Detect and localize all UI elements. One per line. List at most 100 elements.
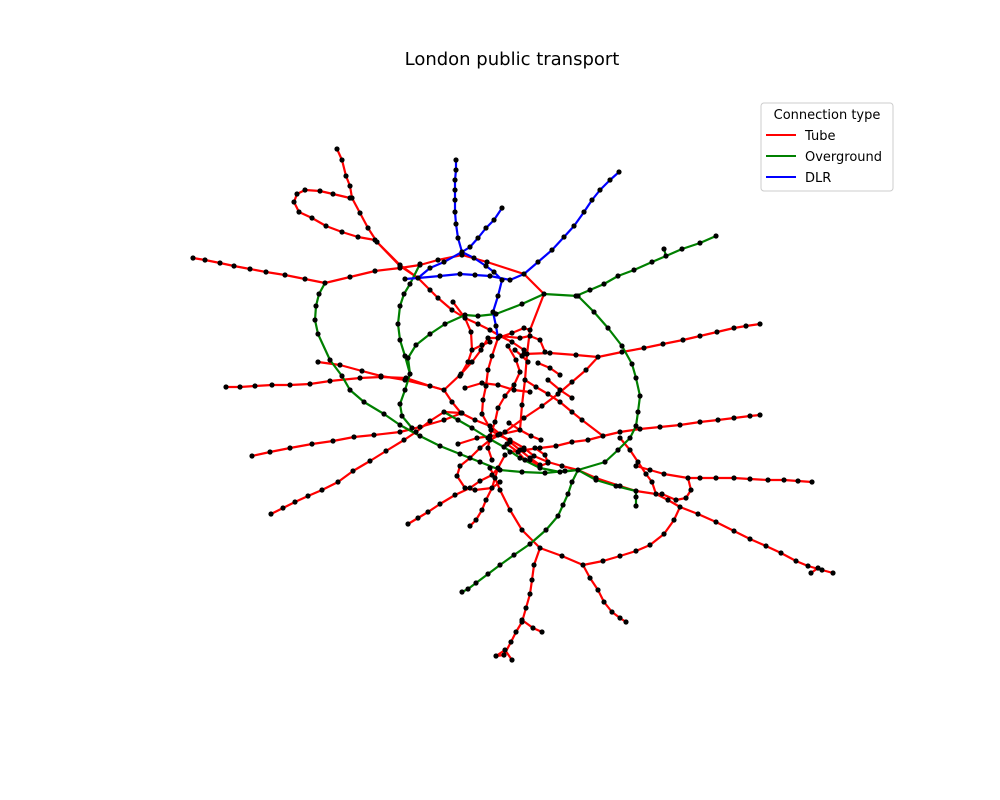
station-node	[545, 391, 551, 397]
station-node	[313, 303, 319, 309]
station-node	[633, 423, 639, 429]
station-node	[485, 335, 491, 341]
station-node	[399, 413, 405, 419]
station-node	[541, 291, 547, 297]
station-node	[485, 571, 491, 577]
station-node	[477, 478, 483, 484]
station-node	[495, 405, 501, 411]
station-node	[397, 303, 403, 309]
station-node	[507, 277, 513, 283]
overground-connection-36	[313, 281, 642, 475]
station-node	[631, 267, 637, 273]
station-node	[553, 443, 559, 449]
station-node	[593, 477, 599, 483]
station-node	[501, 652, 507, 658]
station-node	[294, 191, 300, 197]
station-node	[506, 420, 512, 426]
station-node	[569, 379, 575, 385]
station-node	[480, 397, 486, 403]
tube-connection-4	[224, 375, 446, 392]
station-node	[660, 341, 666, 347]
station-node	[522, 457, 528, 463]
station-node	[350, 468, 356, 474]
station-node	[322, 280, 328, 286]
station-node	[361, 399, 367, 405]
station-node	[488, 427, 494, 433]
station-node	[435, 295, 441, 301]
station-node	[502, 647, 508, 653]
station-node	[747, 476, 753, 482]
station-node	[532, 445, 538, 451]
station-node	[649, 479, 655, 485]
station-node	[475, 321, 481, 327]
station-node	[452, 492, 458, 498]
station-node	[327, 357, 333, 363]
station-node	[455, 441, 461, 447]
station-node	[627, 435, 633, 441]
station-node	[442, 321, 448, 327]
station-node	[525, 359, 531, 365]
station-node	[347, 195, 353, 201]
station-node	[269, 382, 275, 388]
station-node	[453, 167, 459, 173]
station-node	[521, 325, 527, 331]
station-node	[469, 359, 475, 365]
tube-connection-30	[507, 421, 543, 442]
station-node	[487, 465, 493, 471]
station-node	[397, 337, 403, 343]
station-node	[471, 255, 477, 261]
station-node	[591, 309, 597, 315]
station-node	[781, 477, 787, 483]
station-node	[367, 458, 373, 464]
station-node	[497, 467, 503, 473]
station-node	[507, 437, 513, 443]
station-node	[473, 517, 479, 523]
station-node	[511, 382, 517, 388]
station-node	[468, 329, 474, 335]
tube-connection-15	[601, 413, 762, 438]
dlr-connection-45	[416, 170, 621, 282]
station-node	[665, 497, 671, 503]
station-node	[629, 361, 635, 367]
station-node	[587, 287, 593, 293]
station-node	[537, 545, 543, 551]
station-node	[477, 445, 483, 451]
station-node	[509, 339, 515, 345]
station-node	[562, 468, 568, 474]
station-node	[505, 343, 511, 349]
station-node	[637, 393, 643, 399]
station-node	[602, 459, 608, 465]
station-node	[522, 377, 528, 383]
station-node	[495, 382, 501, 388]
station-node	[633, 503, 639, 509]
station-node	[527, 327, 533, 333]
station-node	[521, 271, 527, 277]
station-node	[633, 375, 639, 381]
station-node	[519, 402, 525, 408]
station-node	[673, 497, 679, 503]
station-node	[585, 437, 591, 443]
station-node	[453, 221, 459, 227]
station-node	[731, 475, 737, 481]
station-node	[347, 387, 353, 393]
station-node	[819, 567, 825, 573]
station-node	[452, 209, 458, 215]
tube-connection-0	[335, 147, 420, 280]
station-node	[427, 331, 433, 337]
station-node	[441, 259, 447, 265]
station-node	[657, 424, 663, 430]
station-node	[528, 433, 534, 439]
station-node	[533, 384, 539, 390]
station-node	[509, 657, 515, 663]
station-node	[485, 445, 491, 451]
station-node	[487, 339, 493, 345]
station-node	[508, 639, 514, 645]
station-node	[695, 511, 701, 517]
station-node	[263, 269, 269, 275]
station-node	[427, 287, 433, 293]
station-node	[778, 550, 784, 556]
station-node	[685, 475, 691, 481]
station-node	[407, 281, 413, 287]
station-node	[473, 580, 479, 586]
station-node	[793, 558, 799, 564]
